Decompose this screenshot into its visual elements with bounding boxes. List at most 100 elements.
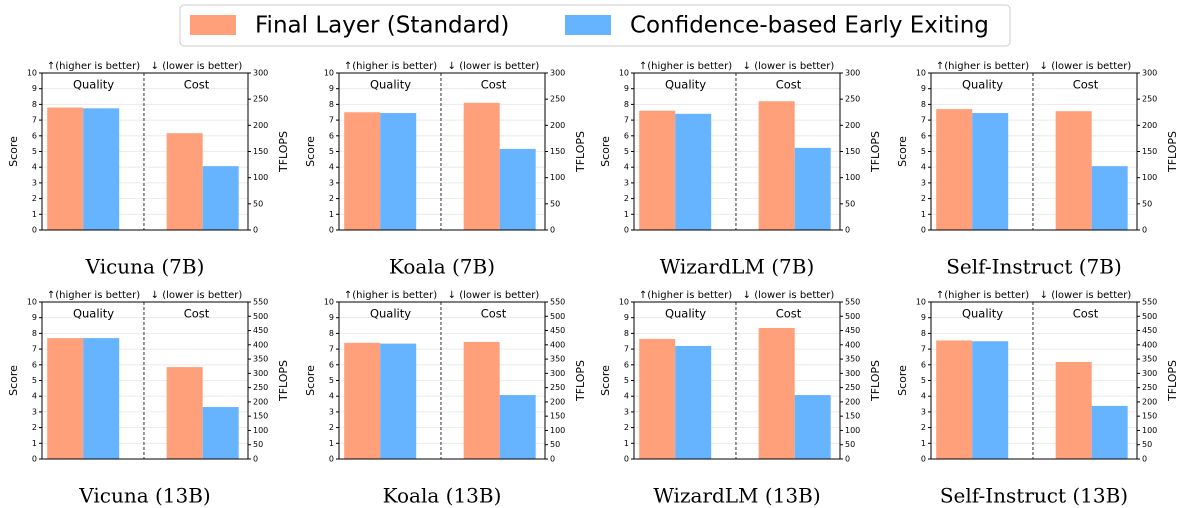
- legend-swatch: [190, 15, 236, 35]
- y2-tick-label: 200: [845, 397, 860, 406]
- y-axis-label: Score: [304, 136, 317, 167]
- y-tick-label: 2: [32, 423, 37, 432]
- y2-tick-label: 400: [253, 340, 268, 349]
- note: ↑(higher is better): [936, 61, 1029, 72]
- chart-title: Koala (13B): [383, 484, 502, 508]
- y-tick-label: 9: [32, 84, 37, 93]
- bar: [936, 340, 973, 459]
- y2-tick-label: 550: [845, 298, 860, 307]
- plot-frame: [930, 301, 1138, 460]
- bar: [639, 338, 676, 459]
- y2-tick-label: 200: [550, 397, 565, 406]
- y-tick-label: 3: [329, 178, 334, 187]
- y-tick-label: 10: [27, 298, 37, 307]
- y-tick-label: 1: [329, 210, 334, 219]
- y-tick-label: 7: [32, 345, 37, 354]
- plot-frame: [633, 301, 841, 460]
- y2-axis-label: TFLOPS: [277, 360, 290, 402]
- y-tick-label: 2: [329, 194, 334, 203]
- y-tick-label: 3: [624, 178, 629, 187]
- y2-tick-label: 50: [845, 199, 855, 208]
- y-tick-label: 7: [921, 116, 926, 125]
- y-tick-label: 3: [921, 407, 926, 416]
- category-label: Cost: [184, 78, 210, 92]
- note: ↓ (lower is better): [1040, 61, 1132, 72]
- bar: [1055, 111, 1092, 230]
- y2-tick-label: 500: [845, 312, 860, 321]
- bar: [344, 342, 381, 459]
- y-tick-label: 6: [921, 131, 926, 140]
- note: ↓ (lower is better): [1040, 290, 1132, 301]
- y2-tick-label: 100: [550, 173, 565, 182]
- category-label: Quality: [73, 78, 114, 92]
- y2-tick-label: 150: [845, 412, 860, 421]
- y-tick-label: 1: [32, 439, 37, 448]
- y2-tick-label: 50: [845, 440, 855, 449]
- y-tick-label: 7: [921, 345, 926, 354]
- y2-tick-label: 100: [253, 173, 268, 182]
- y-tick-label: 0: [921, 455, 926, 464]
- y2-tick-label: 400: [1142, 340, 1157, 349]
- y2-tick-label: 500: [253, 312, 268, 321]
- y-tick-label: 1: [921, 210, 926, 219]
- y2-tick-label: 500: [550, 312, 565, 321]
- y2-tick-label: 250: [550, 383, 565, 392]
- plot-frame: [633, 72, 841, 231]
- y-tick-label: 8: [921, 100, 926, 109]
- note: ↓ (lower is better): [448, 61, 540, 72]
- y2-tick-label: 0: [845, 226, 850, 235]
- y-tick-label: 10: [916, 69, 926, 78]
- y2-tick-label: 250: [1142, 383, 1157, 392]
- y-tick-label: 9: [921, 84, 926, 93]
- legend-label: Confidence-based Early Exiting: [630, 13, 989, 39]
- y2-tick-label: 0: [253, 455, 258, 464]
- y2-tick-label: 0: [845, 455, 850, 464]
- note: ↑(higher is better): [47, 290, 140, 301]
- chart-title: Self-Instruct (7B): [946, 255, 1122, 279]
- y2-tick-label: 300: [845, 369, 860, 378]
- y-tick-label: 10: [27, 69, 37, 78]
- bar: [758, 101, 795, 230]
- bar: [936, 109, 973, 230]
- bar: [794, 395, 831, 459]
- category-label: Cost: [184, 307, 210, 321]
- y-axis-label: Score: [7, 365, 20, 396]
- bar: [675, 113, 712, 230]
- category-label: Quality: [370, 307, 411, 321]
- y2-tick-label: 400: [845, 340, 860, 349]
- plot-frame: [930, 72, 1138, 231]
- bar: [202, 166, 239, 230]
- bar: [463, 102, 500, 230]
- y2-tick-label: 400: [550, 340, 565, 349]
- y-tick-label: 5: [329, 376, 334, 385]
- bar: [972, 113, 1009, 230]
- category-label: Cost: [481, 307, 507, 321]
- legend-label: Final Layer (Standard): [255, 13, 509, 39]
- y-tick-label: 7: [329, 116, 334, 125]
- y2-tick-label: 350: [253, 355, 268, 364]
- y2-tick-label: 200: [253, 397, 268, 406]
- y-tick-label: 0: [624, 226, 629, 235]
- y2-tick-label: 100: [845, 426, 860, 435]
- note: ↓ (lower is better): [448, 290, 540, 301]
- y-axis-label: Score: [599, 136, 612, 167]
- y-tick-label: 2: [921, 194, 926, 203]
- bar: [202, 407, 239, 459]
- y2-tick-label: 250: [1142, 95, 1157, 104]
- y2-tick-label: 300: [845, 69, 860, 78]
- y2-tick-label: 100: [253, 426, 268, 435]
- y-tick-label: 6: [624, 131, 629, 140]
- y2-axis-label: TFLOPS: [869, 131, 882, 173]
- y-tick-label: 6: [32, 360, 37, 369]
- bar: [83, 108, 120, 230]
- y-tick-label: 4: [329, 163, 334, 172]
- y-tick-label: 10: [916, 298, 926, 307]
- y-tick-label: 9: [624, 84, 629, 93]
- note: ↑(higher is better): [639, 290, 732, 301]
- y-tick-label: 5: [624, 376, 629, 385]
- category-label: Quality: [665, 307, 706, 321]
- y-tick-label: 10: [324, 69, 334, 78]
- y-axis-label: Score: [896, 136, 909, 167]
- y-tick-label: 4: [921, 163, 926, 172]
